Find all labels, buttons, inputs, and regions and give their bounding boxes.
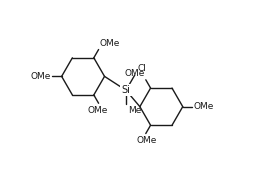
Text: OMe: OMe (137, 136, 157, 145)
Text: Me: Me (128, 106, 141, 115)
Text: OMe: OMe (30, 72, 51, 81)
Text: OMe: OMe (87, 106, 107, 115)
Text: OMe: OMe (194, 102, 214, 111)
Text: Cl: Cl (138, 64, 147, 73)
Text: Si: Si (122, 85, 130, 95)
Text: OMe: OMe (100, 39, 120, 48)
Text: OMe: OMe (124, 69, 144, 78)
